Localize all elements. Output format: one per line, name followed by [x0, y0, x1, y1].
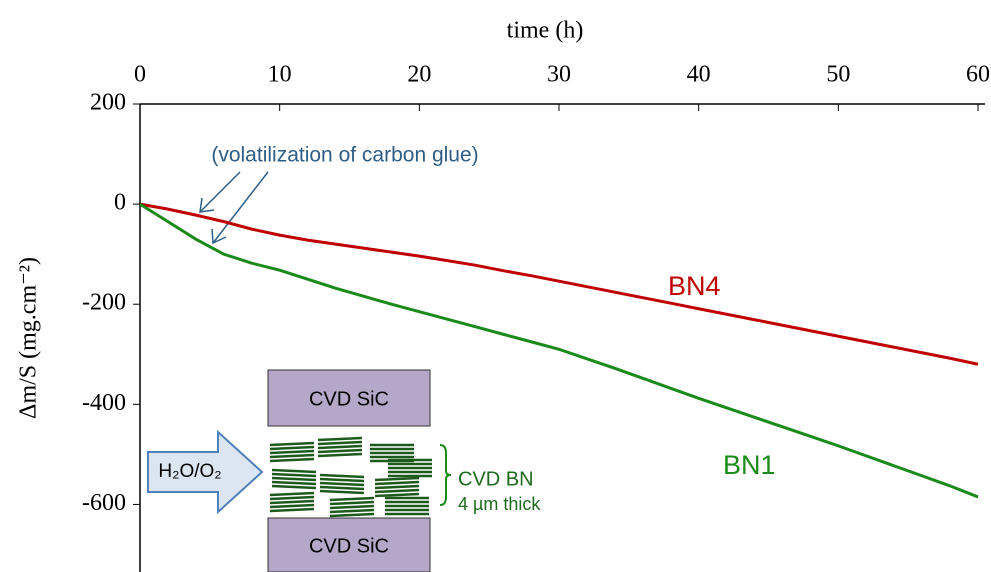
- bn-line: [269, 503, 315, 509]
- series-line: [139, 202, 979, 499]
- bn-layers: [269, 436, 432, 518]
- y-tick-label: 200: [90, 90, 126, 116]
- brace: [439, 444, 452, 506]
- bn-line: [269, 457, 315, 463]
- y-tick-label: -200: [82, 290, 126, 316]
- annotation-arrows: [199, 171, 269, 245]
- series-label: BN1: [723, 450, 776, 480]
- bn-line: [374, 484, 420, 490]
- bn-line: [319, 485, 365, 491]
- annotation: (volatilization of carbon glue): [211, 144, 478, 167]
- sic-top: [267, 369, 431, 427]
- inset-bottom-label: CVD SiC: [309, 535, 389, 557]
- bn-line: [269, 449, 315, 455]
- bn-line: [269, 445, 315, 451]
- flow-label: H₂O/O₂: [158, 461, 221, 482]
- bn-line: [329, 500, 375, 506]
- bn-line: [319, 489, 365, 495]
- y-tick-label: 0: [114, 190, 126, 216]
- bn-line: [317, 436, 363, 442]
- y-axis-title: Δm/S (mg.cm⁻²): [16, 257, 42, 419]
- bn-line: [269, 453, 315, 459]
- y-tick-label: -600: [82, 490, 126, 516]
- inset-top-label: CVD SiC: [309, 388, 389, 410]
- bn-line: [329, 508, 375, 514]
- bn-line: [319, 473, 365, 479]
- bn-line: [329, 504, 375, 510]
- bn-line: [271, 484, 317, 490]
- bn-line: [317, 440, 363, 446]
- bn-line: [374, 488, 420, 494]
- bn-line: [329, 512, 375, 518]
- bn-line: [269, 499, 315, 505]
- x-axis-title: time (h): [507, 18, 584, 44]
- series-label: BN4: [668, 271, 721, 301]
- thickness-label: 4 µm thick: [458, 494, 541, 514]
- bn-line: [317, 452, 363, 458]
- x-tick-label: 20: [407, 62, 431, 88]
- layer-label: CVD BN: [458, 468, 534, 490]
- bn-line: [269, 441, 315, 447]
- x-tick-label: 60: [966, 62, 990, 88]
- sic-bottom: [267, 517, 431, 572]
- bn-line: [374, 480, 420, 486]
- bn-line: [269, 491, 315, 497]
- bn-line: [271, 480, 317, 486]
- x-tick-label: 0: [134, 62, 146, 88]
- bn-line: [271, 468, 317, 474]
- inset: CVD SiC CVD SiC H₂O/O₂ CVD BN 4 µm thick: [147, 369, 541, 572]
- bn-line: [269, 495, 315, 501]
- bn-line: [269, 507, 315, 513]
- bn-line: [317, 448, 363, 454]
- bn-line: [329, 496, 375, 502]
- bn-line: [319, 477, 365, 483]
- x-tick-label: 10: [268, 62, 292, 88]
- flow-arrow: [147, 429, 264, 515]
- bn-line: [374, 476, 420, 482]
- x-tick-label: 50: [826, 62, 850, 88]
- bn-line: [374, 492, 420, 498]
- bn-line: [319, 481, 365, 487]
- bn-line: [271, 472, 317, 478]
- y-tick-label: -400: [82, 390, 126, 416]
- x-tick-label: 40: [687, 62, 711, 88]
- bn-line: [271, 476, 317, 482]
- x-tick-label: 30: [547, 62, 571, 88]
- bn-line: [317, 444, 363, 450]
- series-line: [139, 202, 979, 366]
